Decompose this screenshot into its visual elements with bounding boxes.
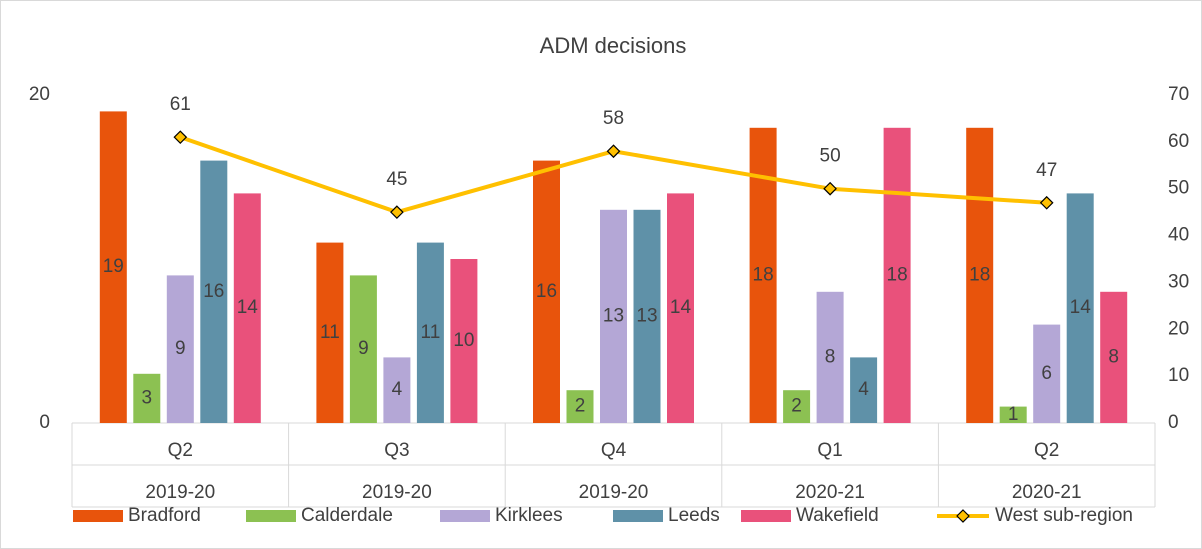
data-label: 14 <box>237 297 259 318</box>
data-label: 18 <box>753 264 774 285</box>
legend-label: West sub-region <box>995 505 1133 526</box>
bar <box>533 160 560 423</box>
bar <box>999 406 1027 423</box>
x-tick-label: Q3 <box>384 440 409 461</box>
line-label: 50 <box>820 146 841 167</box>
bar <box>783 390 811 423</box>
data-label: 8 <box>1108 346 1119 367</box>
data-label: 16 <box>536 281 557 302</box>
y2-tick-label: 50 <box>1168 178 1189 199</box>
bar <box>200 160 228 423</box>
legend-marker <box>956 509 970 523</box>
bar <box>349 275 377 423</box>
bar <box>883 127 911 424</box>
x-group-label: 2020-21 <box>795 482 865 503</box>
chart-title: ADM decisions <box>540 33 687 58</box>
data-label: 9 <box>358 338 369 359</box>
bar <box>816 291 844 423</box>
line-label: 45 <box>386 169 407 190</box>
x-tick-label: Q2 <box>1034 440 1059 461</box>
data-label: 11 <box>320 322 340 343</box>
bar <box>99 111 127 424</box>
bar <box>133 373 161 423</box>
y2-tick-label: 20 <box>1168 318 1189 339</box>
y2-tick-label: 30 <box>1168 271 1189 292</box>
bar <box>1066 193 1094 423</box>
legend-swatch <box>613 510 663 522</box>
bar <box>1033 324 1061 423</box>
x-tick-label: Q2 <box>168 440 193 461</box>
data-label: 4 <box>392 379 403 400</box>
data-label: 11 <box>421 322 441 343</box>
data-label: 8 <box>825 346 836 367</box>
data-label: 13 <box>603 305 624 326</box>
line-marker <box>390 205 404 219</box>
x-group-label: 2019-20 <box>579 482 649 503</box>
line-marker <box>606 144 621 159</box>
data-label: 18 <box>969 264 990 285</box>
y-tick-label: 0 <box>39 412 50 433</box>
line-label: 47 <box>1036 160 1057 181</box>
legend-label: Bradford <box>128 505 201 526</box>
legend-swatch <box>741 510 791 522</box>
data-label: 3 <box>142 387 153 408</box>
data-label: 16 <box>203 281 224 302</box>
legend-swatch <box>246 510 296 522</box>
x-group-label: 2019-20 <box>145 482 215 503</box>
line-label: 61 <box>170 94 191 115</box>
x-group-label: 2020-21 <box>1012 482 1082 503</box>
line-marker <box>173 130 188 145</box>
x-group-label: 2019-20 <box>362 482 432 503</box>
line-marker <box>1039 195 1054 210</box>
legend-swatch <box>73 510 123 522</box>
data-label: 4 <box>858 379 869 400</box>
bar <box>383 357 411 423</box>
bar <box>233 193 261 423</box>
y2-tick-label: 40 <box>1168 225 1189 246</box>
bar <box>416 242 444 423</box>
bar <box>667 193 694 423</box>
data-label: 2 <box>791 396 802 417</box>
legend-label: Wakefield <box>796 505 879 526</box>
bar <box>600 209 627 423</box>
data-label: 14 <box>1070 297 1092 318</box>
bar <box>850 357 878 423</box>
data-label: 2 <box>575 396 586 417</box>
legend-swatch <box>440 510 490 522</box>
y2-tick-label: 60 <box>1168 131 1189 152</box>
bar <box>633 209 661 423</box>
line-marker <box>823 181 837 196</box>
data-label: 13 <box>636 305 657 326</box>
y2-tick-label: 70 <box>1168 84 1189 105</box>
bar <box>450 259 478 423</box>
x-tick-label: Q4 <box>601 440 627 461</box>
legend-label: Leeds <box>668 505 720 526</box>
bar <box>566 390 594 423</box>
data-label: 19 <box>103 256 124 277</box>
data-label: 9 <box>175 338 186 359</box>
y-tick-label: 20 <box>29 84 50 105</box>
data-label: 18 <box>887 264 908 285</box>
legend-label: Kirklees <box>495 505 563 526</box>
data-label: 1 <box>1008 404 1019 425</box>
bar <box>966 127 994 424</box>
bar <box>316 242 344 423</box>
data-label: 14 <box>670 297 692 318</box>
legend-label: Calderdale <box>301 505 393 526</box>
y2-tick-label: 0 <box>1168 412 1179 433</box>
bar <box>166 275 194 423</box>
bar <box>1100 291 1128 423</box>
x-tick-label: Q1 <box>817 440 842 461</box>
data-label: 10 <box>453 330 474 351</box>
data-label: 6 <box>1041 363 1052 384</box>
y2-tick-label: 10 <box>1168 365 1189 386</box>
line-label: 58 <box>603 108 624 129</box>
